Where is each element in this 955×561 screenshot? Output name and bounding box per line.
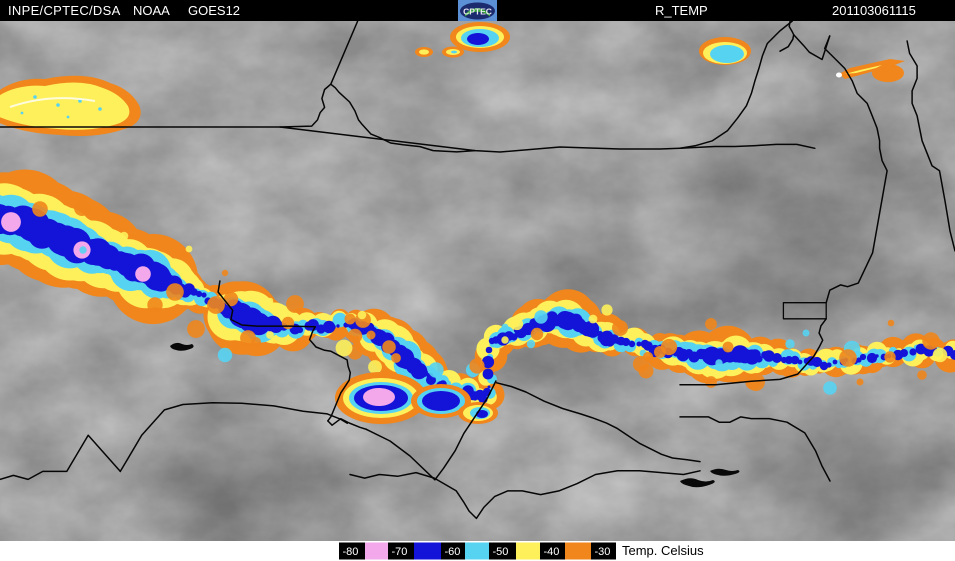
svg-text:-80: -80 [343,546,359,558]
svg-text:Temp. Celsius: Temp. Celsius [622,543,704,558]
svg-text:-60: -60 [445,546,461,558]
svg-text:-30: -30 [595,546,611,558]
svg-text:-40: -40 [544,546,560,558]
svg-text:CPTEC: CPTEC [463,7,492,17]
svg-text:-70: -70 [392,546,408,558]
svg-text:-50: -50 [493,546,509,558]
